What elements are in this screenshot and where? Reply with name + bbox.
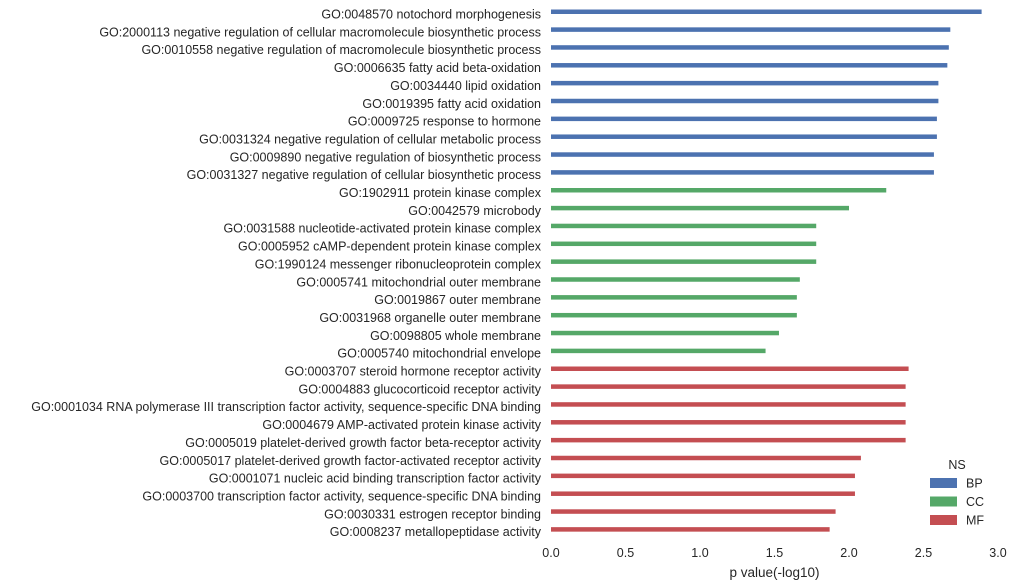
category-label: GO:0031327 negative regulation of cellul… <box>187 168 541 182</box>
x-axis-ticks: 0.0 0.5 1.0 1.5 2.0 2.5 3.0 <box>542 546 1006 560</box>
legend: NS BP CC MF <box>930 458 984 528</box>
category-label: GO:0005019 platelet-derived growth facto… <box>185 436 541 450</box>
category-label: GO:0004883 glucocorticoid receptor activ… <box>299 382 542 396</box>
bar-cc <box>551 295 797 300</box>
bar-mf <box>551 366 909 371</box>
x-axis-label: p value(-log10) <box>729 565 819 580</box>
bar-bp <box>551 80 939 86</box>
category-label: GO:0019867 outer membrane <box>374 293 541 307</box>
bar-bp <box>551 9 982 14</box>
x-tick-label: 2.5 <box>915 546 932 560</box>
bar-bp <box>551 170 934 175</box>
bar-mf <box>551 384 906 389</box>
bar-cc <box>551 312 797 318</box>
legend-title: NS <box>948 458 965 472</box>
legend-swatch-bp <box>930 478 957 488</box>
bar-cc <box>551 277 800 282</box>
bars <box>551 9 982 532</box>
category-label: GO:0005952 cAMP-dependent protein kinase… <box>238 240 542 254</box>
category-label: GO:0031588 nucleotide-activated protein … <box>223 222 541 236</box>
category-label: GO:0031968 organelle outer membrane <box>319 311 541 325</box>
category-label: GO:0004679 AMP-activated protein kinase … <box>262 418 541 432</box>
bar-mf <box>551 527 830 532</box>
bar-cc <box>551 188 887 193</box>
bar-cc <box>551 205 849 211</box>
category-label: GO:0006635 fatty acid beta-oxidation <box>334 61 541 75</box>
bar-cc <box>551 241 817 247</box>
category-label: GO:0005741 mitochondrial outer membrane <box>296 275 541 289</box>
bar-cc <box>551 330 779 336</box>
bar-mf <box>551 491 855 496</box>
category-label: GO:0005017 platelet-derived growth facto… <box>160 454 542 468</box>
legend-label: BP <box>966 477 983 491</box>
bar-bp <box>551 27 951 32</box>
category-label: GO:0003700 transcription factor activity… <box>142 489 541 503</box>
category-label: GO:0098805 whole membrane <box>370 329 541 343</box>
category-label: GO:0001034 RNA polymerase III transcript… <box>31 400 541 414</box>
bar-bp <box>551 98 939 104</box>
bar-mf <box>551 420 906 425</box>
bar-cc <box>551 348 766 354</box>
category-label: GO:0008237 metallopeptidase activity <box>330 525 542 539</box>
category-label: GO:0001071 nucleic acid binding transcri… <box>209 472 542 486</box>
category-label: GO:0042579 microbody <box>408 204 541 218</box>
category-label: GO:0009890 negative regulation of biosyn… <box>230 150 541 164</box>
bar-bp <box>551 116 937 122</box>
bar-bp <box>551 134 937 139</box>
category-label: GO:0031324 negative regulation of cellul… <box>199 132 541 146</box>
bar-bp <box>551 152 934 157</box>
category-labels: GO:0048570 notochord morphogenesis GO:200… <box>31 8 541 540</box>
bar-mf <box>551 509 836 514</box>
bar-mf <box>551 455 861 461</box>
category-label: GO:1902911 protein kinase complex <box>339 186 542 200</box>
legend-label: CC <box>966 495 984 509</box>
category-label: GO:0003707 steroid hormone receptor acti… <box>285 365 542 379</box>
category-label: GO:0009725 response to hormone <box>348 115 541 129</box>
x-tick-label: 2.0 <box>840 546 857 560</box>
bar-mf <box>551 437 906 443</box>
x-tick-label: 0.0 <box>542 546 559 560</box>
bar-cc <box>551 223 817 229</box>
category-label: GO:0034440 lipid oxidation <box>390 79 541 93</box>
bar-bp <box>551 63 948 68</box>
category-label: GO:0019395 fatty acid oxidation <box>362 97 541 111</box>
category-label: GO:1990124 messenger ribonucleoprotein c… <box>255 257 542 271</box>
legend-label: MF <box>966 514 984 528</box>
bar-cc <box>551 259 817 264</box>
x-tick-label: 0.5 <box>617 546 634 560</box>
bar-mf <box>551 473 855 479</box>
legend-swatch-cc <box>930 496 957 507</box>
bar-mf <box>551 402 906 407</box>
category-label: GO:0010558 negative regulation of macrom… <box>141 43 541 57</box>
category-label: GO:2000113 negative regulation of cellul… <box>99 25 541 39</box>
category-label: GO:0048570 notochord morphogenesis <box>321 8 541 22</box>
bar-bp <box>551 45 949 50</box>
x-tick-label: 1.5 <box>766 546 783 560</box>
category-label: GO:0030331 estrogen receptor binding <box>324 507 541 521</box>
x-tick-label: 3.0 <box>989 546 1006 560</box>
category-label: GO:0005740 mitochondrial envelope <box>337 347 541 361</box>
x-tick-label: 1.0 <box>691 546 708 560</box>
legend-swatch-mf <box>930 515 957 525</box>
